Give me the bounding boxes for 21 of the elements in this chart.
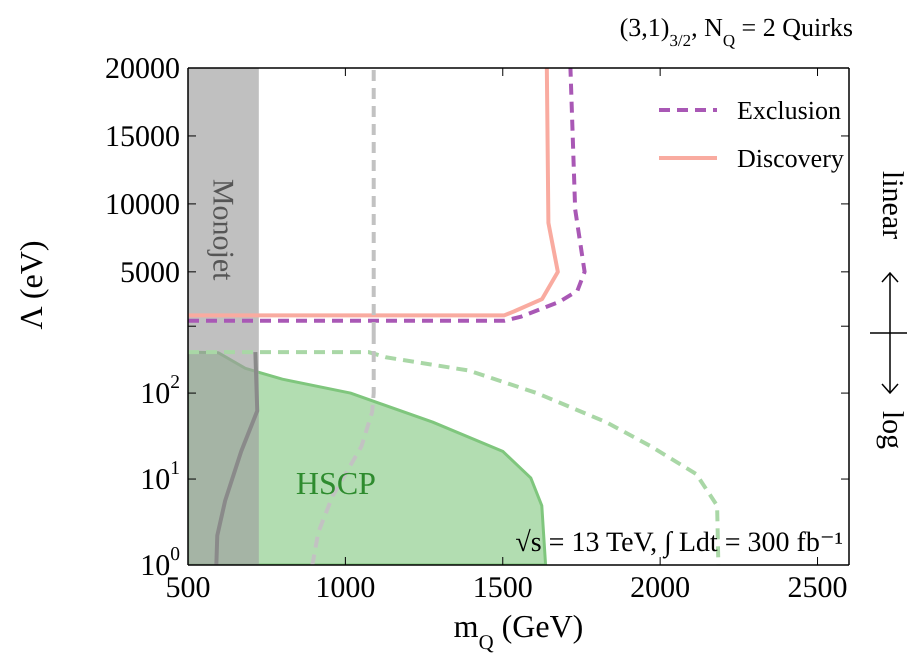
legend-label: Discovery xyxy=(737,144,844,172)
y-tick-label: 15000 xyxy=(105,119,180,152)
x-tick-label: 1000 xyxy=(315,571,376,604)
x-axis-title: m$_{Q}$ (GeV) xyxy=(454,608,584,654)
x-tick-label: 1500 xyxy=(472,571,533,604)
x-tick-label: 2500 xyxy=(788,571,848,604)
y-tick-label: 5000 xyxy=(120,255,180,288)
line-series xyxy=(214,350,260,565)
y-axis-title: Λ (eV) xyxy=(13,240,49,330)
legend-label: Exclusion xyxy=(737,96,841,124)
annotation: √s = 13 TeV, ∫ Ldt = 300 fb⁻¹ xyxy=(515,527,843,559)
annotation: HSCP xyxy=(296,464,376,501)
text: log xyxy=(876,410,909,450)
y-tick-label: 10$^{1}$ xyxy=(140,458,180,496)
y-tick-label: 10$^{2}$ xyxy=(140,372,180,410)
chart-title: (3,1)$_{3/2}$, N$_{Q}$ = 2 Quirks xyxy=(620,13,853,50)
x-tick-label: 2000 xyxy=(630,571,690,604)
text: linear xyxy=(876,170,909,240)
y-tick-label: 20000 xyxy=(105,52,180,84)
y-tick-label: 10000 xyxy=(105,187,180,220)
band-label: Monojet xyxy=(206,178,240,282)
